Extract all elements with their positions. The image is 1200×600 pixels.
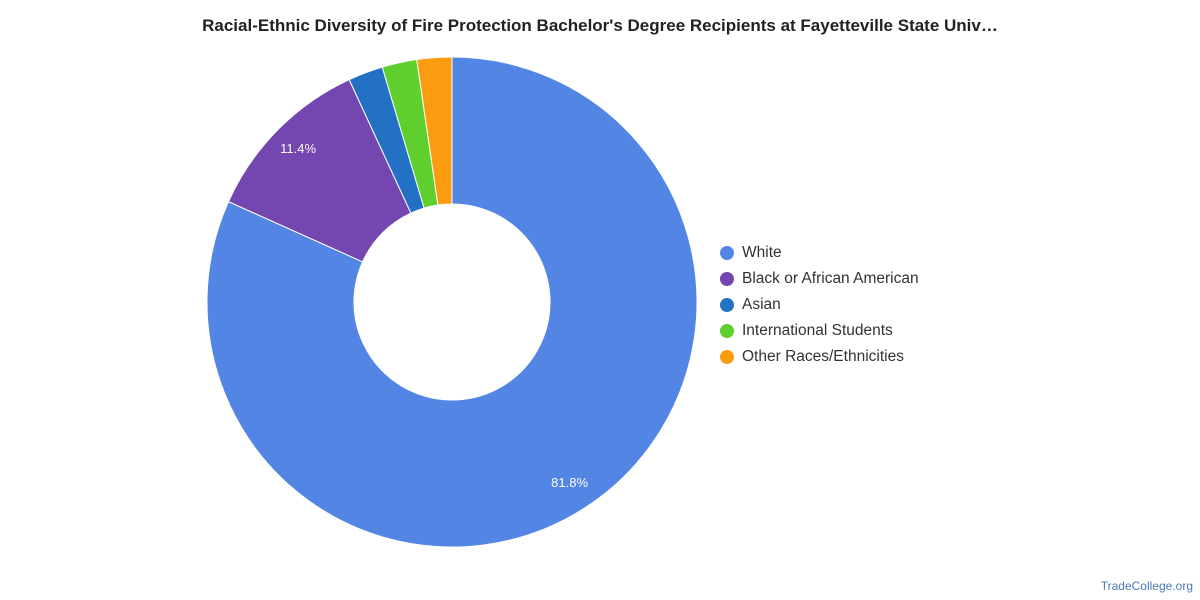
data-label-white: 81.8% (551, 475, 588, 490)
pie-slice-other-races-ethnicities[interactable] (416, 56, 453, 206)
source-credit[interactable]: TradeCollege.org (1100, 579, 1193, 593)
legend-label: Black or African American (742, 270, 919, 287)
legend-swatch (720, 324, 734, 338)
pie-slice-white[interactable] (206, 56, 698, 548)
legend-swatch (720, 246, 734, 260)
legend-swatch (720, 298, 734, 312)
legend-swatch (720, 272, 734, 286)
legend-swatch (720, 350, 734, 364)
legend-label: Asian (742, 296, 781, 313)
legend-label: White (742, 244, 782, 261)
legend-item-black-or-african-american[interactable]: Black or African American (720, 266, 919, 292)
data-label-black-or-african-american: 11.4% (280, 141, 316, 156)
chart-legend: White Black or African American Asian Inter… (720, 240, 919, 370)
legend-item-international-students[interactable]: International Students (720, 318, 919, 344)
legend-item-asian[interactable]: Asian (720, 292, 919, 318)
pie-slice-black-or-african-american[interactable] (227, 78, 412, 263)
legend-item-other-races-ethnicities[interactable]: Other Races/Ethnicities (720, 344, 919, 370)
chart-title: Racial-Ethnic Diversity of Fire Protecti… (202, 16, 998, 35)
legend-item-white[interactable]: White (720, 240, 919, 266)
legend-label: International Students (742, 322, 893, 339)
legend-label: Other Races/Ethnicities (742, 348, 904, 365)
